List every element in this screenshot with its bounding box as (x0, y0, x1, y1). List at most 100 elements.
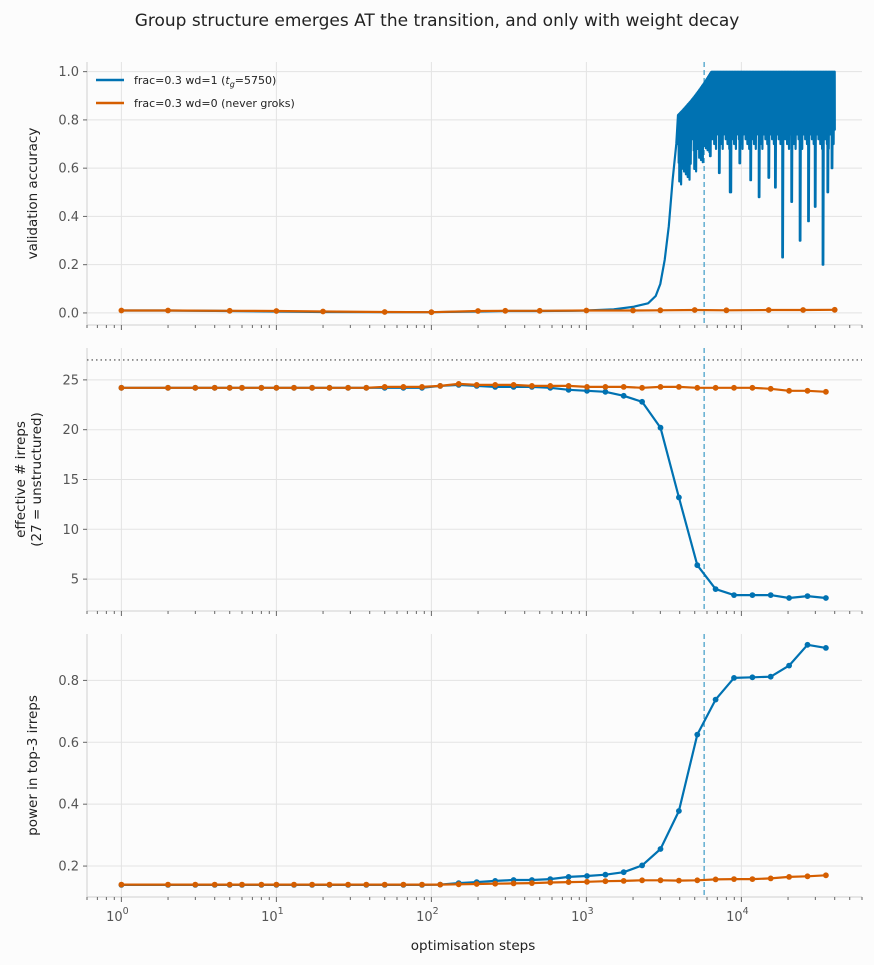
y-tick-label: 0.2 (58, 860, 79, 875)
y-tick-label: 0.8 (58, 113, 79, 128)
x-tick-label: 101 (261, 906, 284, 925)
y-tick-label: 1.0 (58, 65, 79, 80)
y-axis-label: validation accuracy (25, 128, 41, 260)
data-point (731, 384, 737, 391)
data-point (363, 881, 370, 888)
data-point (676, 384, 682, 390)
y-tick-label: 5 (71, 573, 79, 588)
data-point (657, 846, 664, 852)
data-point (767, 673, 774, 680)
data-point (345, 881, 351, 888)
data-point (291, 384, 297, 391)
data-point (437, 881, 444, 888)
data-point (676, 877, 682, 884)
data-point (211, 384, 218, 391)
panel-top3-power: 0.2 0.4 0.6 0.8 power in top-3 irreps 100 101 1… (25, 634, 863, 925)
data-point (565, 874, 572, 880)
data-point (419, 881, 425, 888)
x-axis-label: optimisation steps (411, 938, 535, 954)
data-point (602, 871, 609, 878)
y-tick-label: 0.4 (58, 210, 79, 225)
x-tick-label: 103 (571, 906, 594, 925)
data-point (226, 881, 233, 888)
data-point (657, 307, 664, 314)
data-point (473, 881, 480, 887)
data-point (326, 384, 333, 391)
data-point (731, 876, 737, 882)
data-point (273, 384, 280, 391)
data-point (502, 307, 509, 314)
data-point (455, 381, 462, 387)
series-line-1 (121, 874, 826, 886)
data-point (165, 307, 171, 314)
data-point (291, 881, 297, 888)
data-point (473, 382, 480, 388)
data-point (320, 308, 326, 315)
data-point (437, 383, 444, 389)
data-point (767, 592, 774, 598)
data-point (786, 662, 792, 669)
data-point (712, 696, 719, 703)
data-point (694, 877, 701, 884)
data-point (118, 881, 125, 888)
data-point (363, 384, 370, 391)
data-point (226, 384, 233, 391)
data-point (273, 881, 280, 888)
series-line-0 (121, 383, 827, 600)
x-tick-label: 104 (726, 906, 749, 925)
data-point (694, 731, 701, 738)
data-point (723, 307, 730, 314)
series-line-0 (121, 70, 836, 314)
data-point (165, 881, 171, 888)
data-point (211, 881, 218, 888)
data-point (492, 880, 499, 887)
data-point (800, 307, 806, 313)
data-point (239, 384, 245, 391)
data-point (455, 881, 462, 888)
data-point (547, 383, 554, 389)
data-point (475, 308, 481, 314)
data-point (804, 873, 811, 880)
data-point (639, 398, 645, 405)
data-point (602, 388, 609, 395)
data-point (192, 881, 199, 888)
data-point (767, 385, 774, 392)
x-tick-label: 102 (416, 906, 439, 925)
legend-label: frac=0.3 wd=1 (tg=5750) (134, 74, 276, 89)
data-point (584, 878, 590, 885)
chart-title: Group structure emerges AT the transitio… (135, 11, 740, 31)
data-point (118, 384, 125, 391)
data-point (273, 308, 280, 314)
data-point (712, 586, 719, 592)
y-axis-label: effective # irreps (13, 421, 29, 538)
data-point (400, 384, 407, 390)
data-point (786, 595, 792, 601)
data-point (584, 873, 590, 879)
data-point (258, 881, 265, 888)
data-point (831, 306, 838, 313)
data-point (565, 383, 572, 389)
data-point (419, 384, 425, 390)
data-point (510, 880, 517, 887)
data-point (767, 875, 774, 882)
data-point (165, 384, 171, 391)
data-point (381, 881, 388, 888)
data-point (630, 307, 636, 314)
y-axis-label-sub: (27 = unstructured) (29, 412, 45, 547)
data-point (309, 881, 315, 888)
data-point (786, 874, 792, 880)
data-point (765, 307, 772, 313)
data-point (823, 872, 829, 879)
y-tick-label: 0.8 (58, 674, 79, 689)
data-point (309, 384, 315, 391)
data-point (749, 876, 756, 882)
y-tick-label: 0.6 (58, 736, 79, 751)
data-point (731, 675, 737, 681)
data-point (657, 384, 664, 390)
data-point (804, 387, 811, 394)
data-point (823, 388, 829, 395)
data-point (676, 808, 682, 814)
y-tick-label: 0.2 (58, 258, 79, 273)
data-point (712, 876, 719, 883)
